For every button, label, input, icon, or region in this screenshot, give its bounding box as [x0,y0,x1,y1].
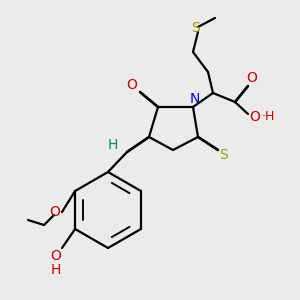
Text: H: H [51,263,61,277]
Text: S: S [192,21,200,35]
Text: H: H [108,138,118,152]
Text: S: S [220,148,228,162]
Text: O: O [247,71,257,85]
Text: O: O [127,78,137,92]
Text: ·H: ·H [261,110,275,122]
Text: O: O [51,249,62,263]
Text: O: O [50,205,60,219]
Text: N: N [190,92,200,106]
Text: O: O [250,110,260,124]
